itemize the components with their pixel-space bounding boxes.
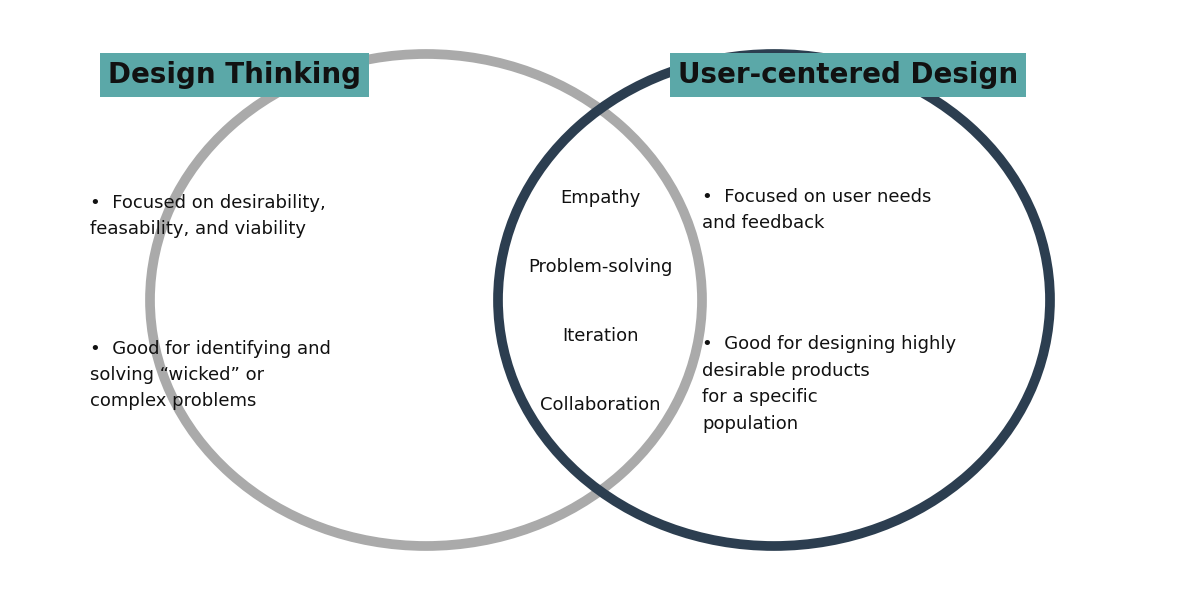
Text: Empathy: Empathy [560, 189, 640, 207]
Text: •  Good for identifying and
solving “wicked” or
complex problems: • Good for identifying and solving “wick… [90, 340, 331, 410]
Text: •  Focused on desirability,
feasability, and viability: • Focused on desirability, feasability, … [90, 194, 325, 238]
Text: •  Focused on user needs
and feedback: • Focused on user needs and feedback [702, 188, 931, 232]
Text: Design Thinking: Design Thinking [108, 61, 361, 89]
Text: Collaboration: Collaboration [540, 396, 660, 414]
Text: Iteration: Iteration [562, 327, 638, 345]
Text: User-centered Design: User-centered Design [678, 61, 1018, 89]
Text: Problem-solving: Problem-solving [528, 258, 672, 276]
Text: •  Good for designing highly
desirable products
for a specific
population: • Good for designing highly desirable pr… [702, 335, 956, 433]
